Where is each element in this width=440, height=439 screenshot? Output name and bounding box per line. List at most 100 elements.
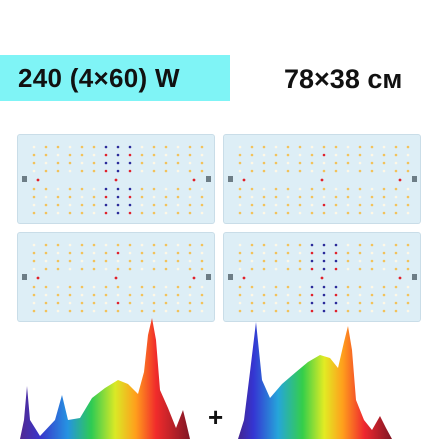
- led-dot: [406, 293, 410, 297]
- led-dot: [152, 267, 156, 271]
- led-dot: [394, 259, 398, 263]
- led-dot: [128, 259, 132, 263]
- led-dot: [238, 285, 242, 289]
- led-dot: [250, 293, 254, 297]
- led-dot: [92, 153, 96, 157]
- led-dot: [36, 178, 40, 182]
- led-dot: [152, 187, 156, 191]
- led-dot: [406, 153, 410, 157]
- led-dot: [298, 309, 302, 313]
- led-dot: [200, 195, 204, 199]
- led-dot: [56, 259, 60, 263]
- led-dot: [164, 301, 168, 305]
- led-dot: [32, 161, 36, 165]
- led-dot: [250, 187, 254, 191]
- led-dot: [116, 169, 120, 173]
- led-dot: [298, 187, 302, 191]
- led-dot: [346, 243, 350, 247]
- led-dot: [238, 187, 242, 191]
- led-dot: [406, 145, 410, 149]
- led-dot: [274, 293, 278, 297]
- led-dot: [394, 153, 398, 157]
- led-dot: [286, 309, 290, 313]
- led-dot: [188, 309, 192, 313]
- led-dot: [92, 301, 96, 305]
- led-dot: [44, 145, 48, 149]
- led-dot: [242, 276, 246, 280]
- led-dot: [116, 301, 120, 305]
- led-dot: [322, 293, 326, 297]
- led-dot: [250, 169, 254, 173]
- led-dot: [406, 169, 410, 173]
- led-dot: [298, 293, 302, 297]
- led-dot: [116, 293, 120, 297]
- led-dot: [382, 251, 386, 255]
- led-dot: [92, 309, 96, 313]
- led-dot: [250, 309, 254, 313]
- led-dot: [394, 203, 398, 207]
- led-dot: [188, 203, 192, 207]
- led-dot: [250, 161, 254, 165]
- led-dot: [370, 145, 374, 149]
- led-dot: [310, 161, 314, 165]
- led-dot: [334, 309, 338, 313]
- led-dot: [310, 169, 314, 173]
- led-dot: [406, 267, 410, 271]
- led-dot: [68, 195, 72, 199]
- led-dot: [274, 153, 278, 157]
- led-dot: [370, 267, 374, 271]
- led-dot: [116, 187, 120, 191]
- led-dot: [68, 293, 72, 297]
- led-dot: [104, 301, 108, 305]
- led-board-bottom-right: [224, 233, 420, 321]
- led-dot: [320, 276, 324, 280]
- led-dot: [286, 169, 290, 173]
- led-dot: [116, 153, 120, 157]
- led-dot: [370, 285, 374, 289]
- led-dot: [262, 195, 266, 199]
- led-dot: [176, 145, 180, 149]
- led-dot: [164, 285, 168, 289]
- led-dot: [406, 309, 410, 313]
- led-dot: [310, 267, 314, 271]
- led-dot: [80, 251, 84, 255]
- led-dot: [152, 161, 156, 165]
- led-dot: [32, 251, 36, 255]
- led-dot: [56, 203, 60, 207]
- led-dot: [274, 309, 278, 313]
- led-dot: [176, 203, 180, 207]
- led-dot: [398, 276, 402, 280]
- led-dot: [334, 145, 338, 149]
- led-dot: [140, 153, 144, 157]
- led-dot: [382, 187, 386, 191]
- led-dot: [346, 293, 350, 297]
- led-dot: [310, 211, 314, 215]
- led-dot: [164, 161, 168, 165]
- led-dot: [32, 187, 36, 191]
- connector: [228, 274, 233, 280]
- led-dot: [152, 251, 156, 255]
- led-dot: [140, 267, 144, 271]
- led-dot: [238, 259, 242, 263]
- led-dot: [104, 309, 108, 313]
- led-dot: [250, 195, 254, 199]
- led-dot: [358, 259, 362, 263]
- led-dot: [346, 203, 350, 207]
- led-dot: [346, 285, 350, 289]
- led-dot: [394, 187, 398, 191]
- led-dot: [176, 293, 180, 297]
- led-dot: [298, 301, 302, 305]
- led-dot: [152, 195, 156, 199]
- led-dot: [104, 203, 108, 207]
- led-dot: [128, 211, 132, 215]
- led-dot: [334, 169, 338, 173]
- power-badge: 240 (4×60) W: [0, 55, 230, 101]
- led-dot: [164, 293, 168, 297]
- led-dot: [238, 211, 242, 215]
- led-dot: [262, 211, 266, 215]
- led-dot: [188, 145, 192, 149]
- led-dot: [104, 259, 108, 263]
- led-dot: [406, 161, 410, 165]
- led-dot: [322, 195, 326, 199]
- led-dot: [334, 195, 338, 199]
